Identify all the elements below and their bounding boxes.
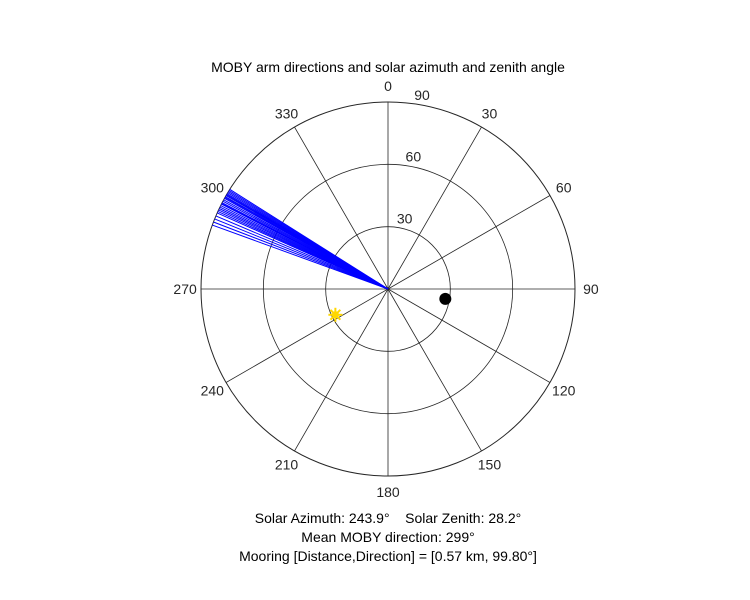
angle-gridline-150 — [387, 288, 482, 452]
mooring-marker — [439, 292, 452, 305]
angle-tick-label: 300 — [201, 180, 225, 196]
chart-title: MOBY arm directions and solar azimuth an… — [211, 59, 565, 75]
solar-info-annotation: Solar Azimuth: 243.9° Solar Zenith: 28.2… — [255, 510, 521, 526]
moby-arm-line — [213, 221, 389, 290]
angle-tick-label: 210 — [275, 457, 299, 473]
angle-tick-label: 240 — [201, 382, 225, 398]
data-layer — [212, 188, 452, 322]
mooring-annotation: Mooring [Distance,Direction] = [0.57 km,… — [239, 548, 537, 564]
moby-arm-line — [215, 215, 389, 290]
radial-tick-label: 60 — [406, 149, 422, 165]
angle-tick-label: 150 — [478, 457, 502, 473]
angle-tick-label: 90 — [583, 281, 599, 297]
tick-labels: 0 30 60 90 120 150 180 210 240 270 300 330 30 60 90 — [173, 78, 598, 500]
radial-ring-90 — [200, 101, 576, 477]
angle-gridline-120 — [387, 288, 551, 383]
angle-gridline-240 — [225, 288, 389, 383]
mean-direction-annotation: Mean MOBY direction: 299° — [301, 529, 474, 545]
angle-tick-label: 60 — [556, 180, 572, 196]
sun-marker — [328, 307, 343, 322]
angle-tick-label: 180 — [376, 484, 400, 500]
moby-arm-line — [212, 224, 389, 290]
angle-gridline-30 — [387, 126, 482, 290]
angle-gridline-330 — [294, 126, 389, 290]
moby-arm-line — [214, 218, 389, 290]
angle-tick-label: 0 — [384, 78, 392, 94]
radial-ring-30 — [325, 226, 451, 352]
angle-tick-label: 330 — [275, 105, 299, 121]
radial-tick-label: 30 — [397, 210, 413, 226]
sun-core — [331, 311, 339, 319]
angle-tick-label: 30 — [482, 105, 498, 121]
angle-gridline-210 — [294, 288, 389, 452]
radial-ring-60 — [262, 163, 514, 415]
moby-arm-line — [229, 188, 389, 290]
radial-tick-label: 90 — [414, 87, 430, 103]
angle-tick-label: 120 — [552, 382, 576, 398]
angle-gridline-60 — [387, 195, 551, 290]
angle-tick-label: 270 — [173, 281, 197, 297]
